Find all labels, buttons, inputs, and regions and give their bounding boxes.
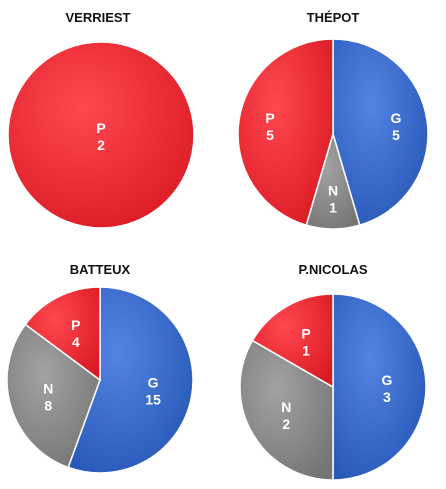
slice-value: 1 — [302, 342, 310, 358]
chart-batteux: BATTEUX G 15 N 8 P 4 — [0, 245, 223, 489]
slice-value: 4 — [72, 334, 80, 350]
pie-slice-p — [24, 286, 101, 382]
slice-value: 5 — [266, 127, 274, 143]
slice-label: N — [43, 381, 53, 397]
chart-title: THÉPOT — [306, 10, 360, 25]
pie-slice-p — [251, 293, 334, 389]
slice-label: N — [281, 399, 291, 415]
pie-slice-g — [67, 286, 194, 474]
pie-slice-n — [239, 339, 334, 481]
pie-slice-g — [332, 38, 429, 227]
slice-label: N — [328, 183, 338, 199]
slice-label: P — [265, 110, 274, 126]
slice-value: 15 — [145, 391, 161, 407]
pie-slice-p — [237, 38, 334, 227]
pie-verriest: P2 — [7, 41, 195, 229]
slice-value: 8 — [44, 398, 52, 414]
slice-value: 5 — [392, 127, 400, 143]
slice-label: P — [71, 317, 80, 333]
chart-title: P.NICOLAS — [298, 262, 368, 277]
slice-value: 3 — [383, 389, 391, 405]
chart-title: BATTEUX — [69, 262, 131, 277]
slice-label: P — [301, 325, 310, 341]
slice-label: P — [96, 120, 105, 136]
slice-label: G — [391, 110, 402, 126]
slice-value: 1 — [329, 200, 337, 216]
pie-slice-g — [332, 293, 427, 481]
pie-slice-p — [7, 41, 195, 229]
pie-slice-n — [6, 323, 101, 469]
slice-label: G — [148, 374, 159, 390]
slice-value: 2 — [282, 416, 290, 432]
slice-value: 2 — [97, 137, 105, 153]
pie-batteux: G15 N8 P4 — [6, 286, 194, 474]
pie-pnicolas: G3 N2 P1 — [239, 293, 427, 481]
chart-title: VERRIEST — [65, 10, 131, 25]
slice-label: G — [381, 372, 392, 388]
